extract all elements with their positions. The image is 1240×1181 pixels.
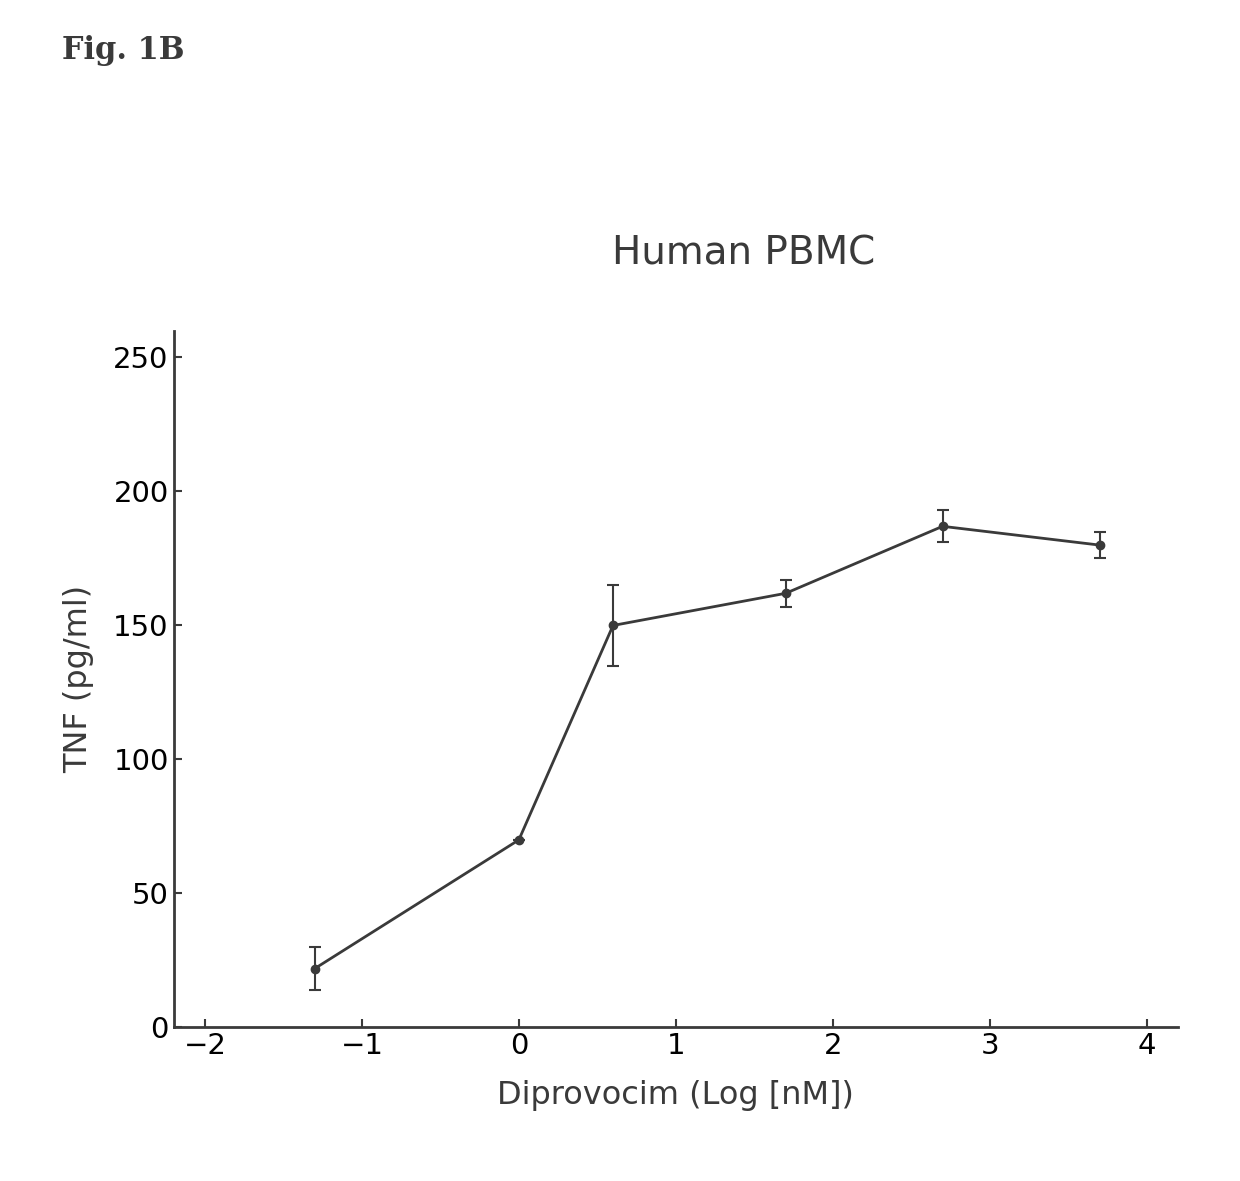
Text: Human PBMC: Human PBMC	[613, 235, 875, 273]
X-axis label: Diprovocim (Log [nM]): Diprovocim (Log [nM])	[497, 1079, 854, 1111]
Y-axis label: TNF (pg/ml): TNF (pg/ml)	[63, 585, 94, 774]
Text: Fig. 1B: Fig. 1B	[62, 35, 185, 66]
